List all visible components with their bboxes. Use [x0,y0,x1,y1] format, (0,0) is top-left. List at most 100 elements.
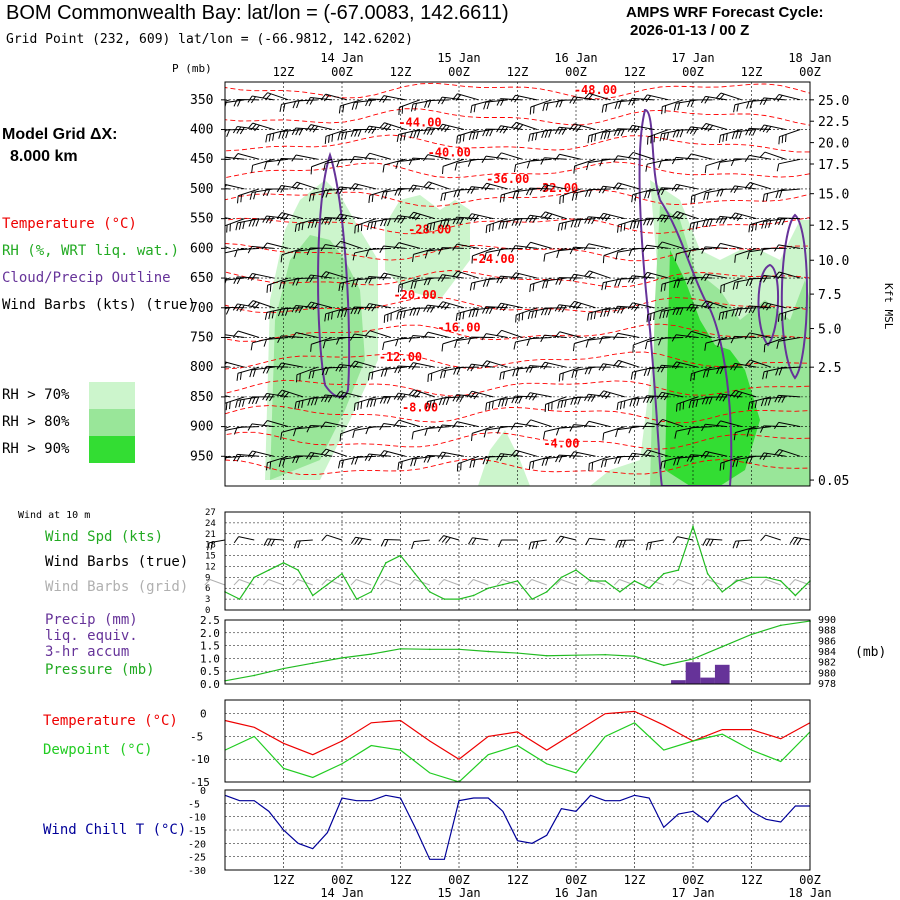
barb-staff [691,366,713,375]
barb-flag [365,249,370,257]
barb-staff [632,275,655,279]
barb-flag [266,188,271,197]
barb-flag [774,395,779,403]
wind-barb [613,579,635,586]
wind-barb [499,188,523,203]
height-tick-label: 25.0 [818,94,849,109]
wind-speed-point [560,576,563,579]
barb-flag [561,127,567,135]
wind-barb [627,151,655,160]
barb-flag [526,338,531,346]
wind-barb [657,187,684,196]
barb-staff [617,277,640,280]
barb-flag [239,304,245,312]
wind-barb [467,336,494,345]
barb-flag [370,221,374,230]
pressure-tick-label: 750 [190,330,213,345]
barb-flag [752,128,757,136]
barb-flag [268,311,271,320]
barb-flag [328,135,330,143]
wind-barb [481,360,508,368]
wind-barb [510,449,538,458]
wind-barb [775,188,801,199]
barb-flag [732,282,736,290]
barb-staff [588,243,611,249]
barb-flag [247,423,253,431]
barb-flag [293,428,297,437]
barb-flag [687,99,691,108]
wind-barb [558,366,582,382]
wind-barb [350,129,377,137]
temperature-tick-label: -10 [190,753,210,766]
wind-barb [321,366,347,376]
barb-flag [763,344,766,353]
barb-flag [664,283,666,291]
barb-flag [730,390,736,397]
barb-staff [383,95,406,101]
wind-barb [660,455,684,470]
barb-staff [501,188,523,196]
cross-section-axes: 3504004505005506006507007508008509009502… [190,81,849,489]
barb-flag [336,337,340,345]
temperature-contour-label: -12.00 [379,350,422,364]
barb-flag [564,221,567,230]
barb-flag [663,460,666,469]
barb-flag [233,427,238,435]
barb-flag [325,367,329,376]
barb-staff [778,188,801,192]
barb-flag [321,217,326,225]
barb-flag [486,101,490,110]
barb-flag [744,332,750,340]
barb-staff [267,420,289,428]
barb-flag [320,421,326,429]
barb-flag [793,537,799,545]
wind-barb [452,270,479,279]
windchill-tick-label: -15 [188,826,206,837]
barb-flag [393,242,400,249]
barb-flag [510,449,517,457]
wind-barb [717,336,742,348]
barb-staff [266,158,289,163]
barb-flag [705,397,710,405]
wind-barb [587,307,611,321]
barb-flag [642,94,648,102]
barb-flag [676,280,680,288]
barb-flag [647,190,651,199]
wind-barb [496,152,523,160]
wind-barb [225,213,230,220]
barb-flag [754,400,757,409]
barb-flag [367,126,373,134]
barb-staff [763,97,786,101]
barb-flag [512,368,516,377]
barb-flag [496,302,502,310]
wind-barb [335,186,362,195]
barb-flag [718,135,721,143]
wind-barb [482,455,508,465]
barb-flag [225,307,227,315]
barb-flag [379,245,384,253]
barb-flag [411,390,418,397]
wind-barb [438,396,464,406]
pressure-point [575,654,577,656]
barb-staff [778,366,801,369]
wind-barb [627,275,655,284]
wind-barb [438,579,460,586]
barb-staff [573,218,596,221]
barb-flag [645,272,652,280]
wind-barb [702,366,728,378]
wind-barb [584,188,611,197]
barb-flag [529,284,532,293]
barb-flag [543,253,546,262]
barb-flag [717,339,721,348]
barb-flag [736,214,743,222]
barb-flag [473,104,476,113]
wind-barb [442,158,465,175]
wind-barb [409,579,430,586]
wind-barb [747,396,772,410]
wind-speed-point [385,562,387,564]
barb-flag [269,284,272,292]
wind-barb [584,216,611,225]
barb-flag [397,462,400,470]
barb-flag [613,155,619,163]
barb-flag [441,274,447,282]
